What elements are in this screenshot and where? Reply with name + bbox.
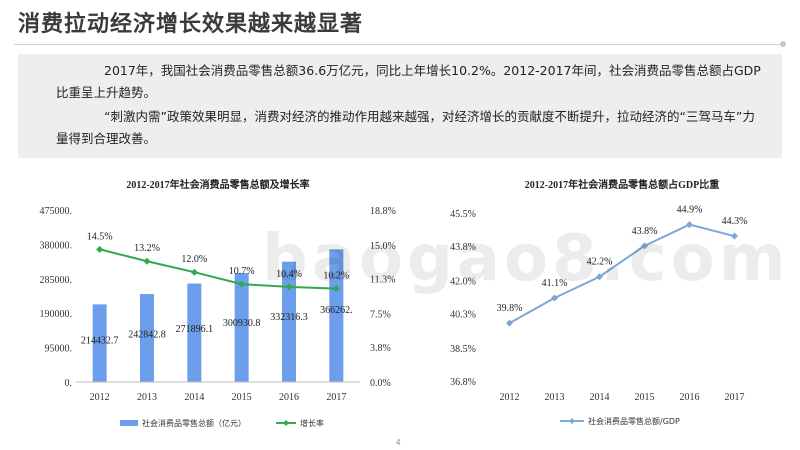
bar-data-label: 366262. — [320, 305, 353, 316]
gdp-share-point — [506, 319, 513, 327]
left-axis-tick-label: 475000. — [40, 206, 73, 217]
bar-data-label: 271896.1 — [176, 324, 214, 335]
chart-title: 2012-2017年社会消费品零售总额占GDP比重 — [525, 178, 719, 191]
y-axis-tick-label: 38.5% — [450, 344, 476, 355]
gdp-share-label: 44.9% — [677, 205, 703, 216]
x-axis-tick-label: 2015 — [232, 392, 252, 403]
gdp-share-label: 41.1% — [542, 278, 568, 289]
gdp-share-line — [509, 223, 735, 324]
x-axis-tick-label: 2012 — [90, 392, 110, 403]
bar-data-label: 214432.7 — [81, 335, 119, 346]
legend-label: 社会消费品零售总额/GDP — [588, 416, 680, 426]
gdp-share-point — [551, 294, 558, 302]
bar-data-label: 332316.3 — [270, 312, 308, 323]
growth-rate-label: 10.4% — [276, 269, 302, 280]
gdp-share-label: 42.2% — [587, 257, 613, 268]
title-divider — [14, 44, 782, 45]
gdp-share-point — [686, 221, 693, 229]
growth-rate-point — [285, 283, 293, 291]
gdp-share-label: 43.8% — [632, 226, 658, 237]
growth-rate-label: 10.7% — [229, 266, 255, 277]
gdp-share-point — [641, 242, 648, 250]
bar — [187, 283, 202, 382]
gdp-share-label: 39.8% — [497, 303, 523, 314]
gdp-share-chart: 2012-2017年社会消费品零售总额占GDP比重 36.8% 38.5% 40.3%… — [450, 178, 748, 426]
left-axis-tick-label: 0. — [65, 378, 73, 389]
bar-data-label: 300930.8 — [223, 318, 261, 329]
gdp-share-point — [731, 232, 738, 240]
x-axis-tick-label: 2012 — [500, 392, 520, 403]
x-axis-tick-label: 2014 — [590, 392, 610, 403]
growth-rate-label: 12.0% — [181, 254, 207, 265]
y-axis-tick-label: 45.5% — [450, 209, 476, 220]
x-axis-tick-label: 2016 — [279, 392, 299, 403]
right-axis-tick-label: 3.8% — [370, 343, 391, 354]
growth-rate-label: 14.5% — [87, 231, 113, 242]
bar — [329, 249, 344, 382]
x-axis-tick-label: 2013 — [545, 392, 565, 403]
right-axis-tick-label: 18.8% — [370, 206, 396, 217]
right-axis-tick-label: 15.0% — [370, 241, 396, 252]
legend-swatch-marker — [283, 420, 289, 426]
right-axis-tick-label: 7.5% — [370, 309, 391, 320]
bar-data-label: 242842.8 — [128, 330, 166, 341]
gdp-share-label: 44.3% — [722, 216, 748, 227]
x-axis-tick-label: 2016 — [680, 392, 700, 403]
legend-label-line: 增长率 — [300, 418, 324, 428]
growth-rate-point — [190, 268, 198, 276]
growth-rate-label: 13.2% — [134, 243, 160, 254]
growth-rate-point — [143, 257, 151, 265]
legend-swatch-marker — [569, 418, 575, 424]
y-axis-tick-label: 36.8% — [450, 377, 476, 388]
title-divider-dot — [780, 41, 786, 47]
left-axis-tick-label: 95000. — [45, 344, 73, 355]
x-axis-tick-label: 2017 — [725, 392, 745, 403]
bar — [92, 304, 107, 382]
growth-rate-point — [96, 245, 104, 253]
right-axis-tick-label: 0.0% — [370, 378, 391, 389]
gdp-share-point — [596, 273, 603, 281]
growth-rate-point — [238, 280, 246, 288]
y-axis-tick-label: 43.8% — [450, 242, 476, 253]
x-axis-tick-label: 2017 — [326, 392, 346, 403]
growth-rate-point — [332, 285, 340, 293]
left-axis-tick-label: 285000. — [40, 275, 73, 286]
y-axis-tick-label: 42.0% — [450, 277, 476, 288]
summary-box: 2017年，我国社会消费品零售总额36.6万亿元，同比上年增长10.2%。201… — [18, 54, 782, 158]
legend-swatch-bar — [120, 420, 138, 426]
legend-label-bar: 社会消费品零售总额（亿元） — [142, 418, 246, 428]
x-axis-tick-label: 2013 — [137, 392, 157, 403]
left-axis-tick-label: 190000. — [40, 309, 73, 320]
right-axis-tick-label: 11.3% — [370, 275, 395, 286]
watermark: baogao8.com — [262, 222, 790, 296]
growth-rate-label: 10.2% — [323, 271, 349, 282]
retail-sales-chart: 2012-2017年社会消费品零售总额及增长率 0. 95000. 190000. 28… — [40, 178, 396, 428]
left-axis-tick-label: 380000. — [40, 240, 73, 251]
x-axis-tick-label: 2015 — [635, 392, 655, 403]
page-title: 消费拉动经济增长效果越来越显著 — [18, 12, 364, 37]
summary-paragraph-2: “刺激内需”政策效果明显，消费对经济的推动作用越来越强，对经济增长的贡献度不断提… — [56, 109, 755, 146]
bar — [282, 261, 296, 382]
page-number: 4 — [396, 438, 401, 447]
bar — [140, 294, 154, 382]
summary-paragraph-1: 2017年，我国社会消费品零售总额36.6万亿元，同比上年增长10.2%。201… — [56, 63, 761, 100]
growth-rate-line — [99, 248, 337, 290]
x-axis-tick-label: 2014 — [184, 392, 204, 403]
chart-title: 2012-2017年社会消费品零售总额及增长率 — [126, 178, 309, 191]
y-axis-tick-label: 40.3% — [450, 309, 476, 320]
bar — [234, 273, 249, 382]
